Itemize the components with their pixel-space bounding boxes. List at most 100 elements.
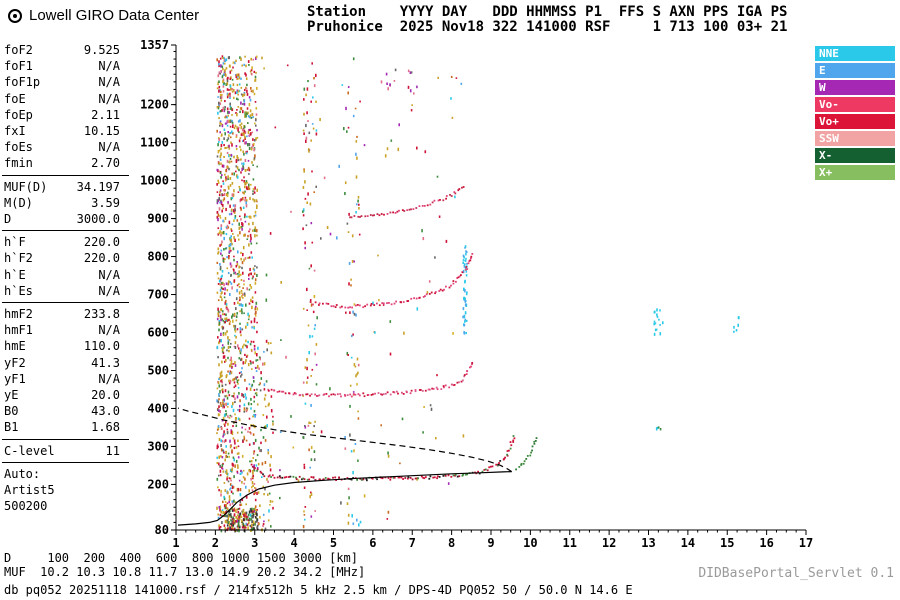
svg-text:80: 80 bbox=[155, 523, 169, 537]
svg-text:6: 6 bbox=[369, 536, 376, 550]
svg-text:500: 500 bbox=[147, 363, 169, 377]
legend-item-w: W bbox=[815, 80, 895, 95]
svg-text:14: 14 bbox=[681, 536, 695, 550]
param-hes: h`Es N/A bbox=[4, 283, 120, 299]
noise-dots bbox=[216, 55, 740, 533]
lowell-logo-icon bbox=[8, 8, 22, 23]
param-hme: hmE 110.0 bbox=[4, 338, 120, 354]
param-label: yF2 bbox=[4, 355, 26, 370]
param-label: yE bbox=[4, 388, 19, 403]
svg-text:8: 8 bbox=[448, 536, 455, 550]
svg-text:1000: 1000 bbox=[140, 174, 169, 188]
param-value: 20.0 bbox=[91, 388, 120, 403]
legend-item-x: X- bbox=[815, 148, 895, 163]
param-yf2: yF2 41.3 bbox=[4, 355, 120, 371]
profile-topside-dashed-line bbox=[177, 407, 513, 473]
svg-text:10: 10 bbox=[523, 536, 537, 550]
logo: Lowell GIRO Data Center bbox=[8, 7, 199, 24]
param-label: C-level bbox=[4, 443, 55, 458]
file-info: db pq052 20251118 141000.rsf / 214fx512h… bbox=[4, 583, 633, 597]
auto-line: Artist5 bbox=[4, 483, 55, 498]
svg-text:1200: 1200 bbox=[140, 98, 169, 112]
param-value: 220.0 bbox=[83, 251, 120, 266]
servlet-version: DIDBasePortal_Servlet 0.1 bbox=[698, 566, 894, 581]
param-value: 10.15 bbox=[83, 124, 120, 139]
param-value: 2.11 bbox=[91, 107, 120, 122]
param-value: N/A bbox=[98, 75, 120, 90]
param-label: fmin bbox=[4, 156, 33, 171]
station-header-line1: Station YYYY DAY DDD HHMMSS P1 FFS S AXN… bbox=[307, 4, 788, 20]
svg-text:11: 11 bbox=[563, 536, 577, 550]
param-foep: foEp 2.11 bbox=[4, 107, 120, 123]
param-label: foEp bbox=[4, 107, 33, 122]
param-value: 2.70 bbox=[91, 156, 120, 171]
svg-text:900: 900 bbox=[147, 212, 169, 226]
param-value: N/A bbox=[98, 283, 120, 298]
svg-text:1: 1 bbox=[172, 536, 179, 550]
param-label: h`E bbox=[4, 267, 26, 282]
param-label: h`F2 bbox=[4, 251, 33, 266]
svg-text:4: 4 bbox=[291, 536, 298, 550]
param-yf1: yF1 N/A bbox=[4, 371, 120, 387]
param-label: hmF1 bbox=[4, 323, 33, 338]
param-label: foF1p bbox=[4, 75, 41, 90]
param-label: hmE bbox=[4, 339, 26, 354]
param-he: h`E N/A bbox=[4, 267, 120, 283]
svg-text:1100: 1100 bbox=[140, 136, 169, 150]
param-fmin: fmin 2.70 bbox=[4, 155, 120, 171]
param-value: N/A bbox=[98, 59, 120, 74]
param-label: yF1 bbox=[4, 371, 26, 386]
auto-line: 500200 bbox=[4, 499, 48, 514]
param-fof1p: foF1p N/A bbox=[4, 74, 120, 90]
param-value: 110.0 bbox=[83, 339, 120, 354]
echo-direction-legend: NNE E W Vo- Vo+ SSW X- X+ bbox=[815, 46, 895, 182]
auto-label: Auto: bbox=[4, 466, 41, 481]
param-label: M(D) bbox=[4, 195, 33, 210]
param-value: 3.59 bbox=[91, 195, 120, 210]
param-value: 1.68 bbox=[91, 420, 120, 435]
svg-text:1357: 1357 bbox=[140, 38, 169, 52]
param-b1: B1 1.68 bbox=[4, 419, 120, 435]
trace-f2-4-hop bbox=[349, 186, 465, 219]
trace-f2-1-hop-x-tail bbox=[515, 437, 538, 471]
param-label: foF1 bbox=[4, 59, 33, 74]
param-hmf1: hmF1 N/A bbox=[4, 322, 120, 338]
param-group-divider bbox=[2, 302, 129, 304]
axis-tick-labels: 1 2 3 4 5 6 7 8 9 10 11 12 13 14 15 16 17802003004005006… bbox=[140, 38, 813, 550]
param-label: foF2 bbox=[4, 43, 33, 57]
legend-item-ssw: SSW bbox=[815, 131, 895, 146]
param-md: M(D) 3.59 bbox=[4, 195, 120, 211]
distance-muf-table: D 100 200 400 600 800 1000 1500 3000 [km… bbox=[4, 551, 366, 579]
svg-text:800: 800 bbox=[147, 250, 169, 264]
param-hmf2: hmF2 233.8 bbox=[4, 306, 120, 322]
axes bbox=[171, 44, 807, 535]
param-value: N/A bbox=[98, 267, 120, 282]
param-value: 9.525 bbox=[83, 43, 120, 57]
param-mufd: MUF(D) 34.197 bbox=[4, 179, 120, 195]
legend-item-vo: Vo- bbox=[815, 97, 895, 112]
param-label: h`F bbox=[4, 235, 26, 250]
param-label: D bbox=[4, 212, 12, 227]
legend-item-x: X+ bbox=[815, 165, 895, 180]
autoscaling-info: Auto: Artist5 500200 bbox=[4, 466, 120, 515]
legend-item-e: E bbox=[815, 63, 895, 78]
trace-f2-3-hop bbox=[309, 253, 474, 309]
svg-text:700: 700 bbox=[147, 288, 169, 302]
svg-text:200: 200 bbox=[147, 477, 169, 491]
param-foe: foE N/A bbox=[4, 91, 120, 107]
svg-text:15: 15 bbox=[720, 536, 734, 550]
param-clevel: C-level 11 bbox=[4, 443, 120, 459]
param-value: 220.0 bbox=[83, 235, 120, 250]
param-value: 43.0 bbox=[91, 404, 120, 419]
svg-text:9: 9 bbox=[487, 536, 494, 550]
profile-solid-line bbox=[177, 471, 512, 526]
svg-text:5: 5 bbox=[330, 536, 337, 550]
param-value: N/A bbox=[98, 91, 120, 106]
param-value: 3000.0 bbox=[76, 212, 120, 227]
param-ye: yE 20.0 bbox=[4, 387, 120, 403]
station-header-line2: Pruhonice 2025 Nov18 322 141000 RSF 1 71… bbox=[307, 19, 788, 35]
param-hf: h`F 220.0 bbox=[4, 234, 120, 250]
parameter-panel: foF2 9.525 foF1 N/A foF1p N/A foE N/A foEp 2.11 fx… bbox=[2, 42, 129, 515]
param-group-divider bbox=[2, 174, 129, 176]
